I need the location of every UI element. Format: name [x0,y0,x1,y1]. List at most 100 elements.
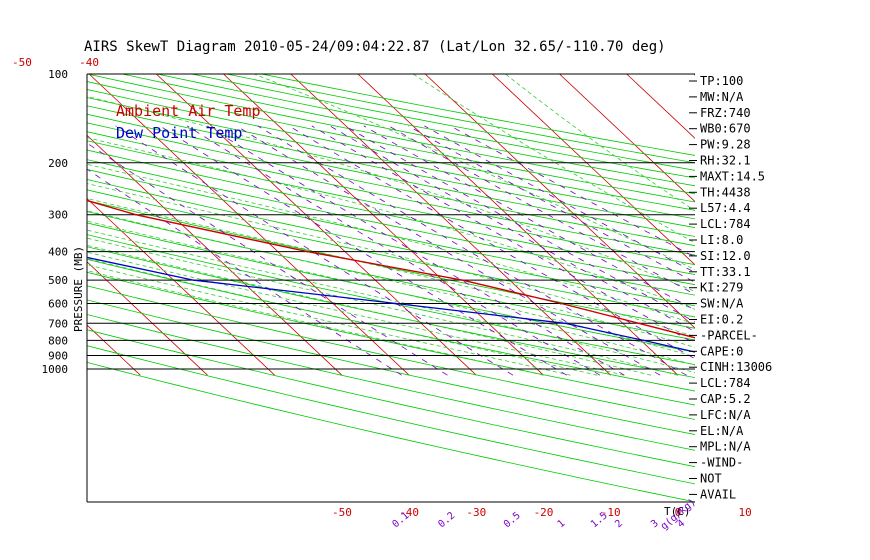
index-entry: EI:0.2 [700,313,743,327]
moist-adiabat-line [412,74,695,244]
isotherm-line [626,74,695,139]
bottom-temp-tick-label: -40 [399,506,419,519]
moist-adiabat-line [87,163,695,325]
mixing-ratio-line [206,125,625,376]
ambient-air-temp-point [560,302,563,305]
ambient-air-temp-point [306,250,309,253]
index-entry: RH:32.1 [700,154,751,168]
index-entry: -WIND- [700,456,743,470]
bottom-temp-tick-label: -30 [466,506,486,519]
pressure-tick-label: 700 [48,317,68,330]
dry-adiabat-line [157,74,695,179]
pressure-tick-label: 900 [48,350,68,363]
dry-adiabat-line [87,140,695,266]
moist-adiabat-line [87,244,652,376]
isotherm-line [559,74,695,203]
moist-adiabat-line [87,198,695,348]
bottom-temp-tick-label: -20 [534,506,554,519]
ambient-air-temp-point [55,191,57,193]
isotherm-line [761,74,870,375]
dry-adiabat-line [87,285,695,420]
dry-adiabat-line [87,329,695,468]
index-entry: KI:279 [700,281,743,295]
dry-adiabat-line [87,361,695,502]
pressure-tick-label: 100 [48,68,68,81]
index-entry: MW:N/A [700,90,744,104]
moist-adiabat-line [87,264,571,376]
dry-adiabat-line [87,189,695,318]
top-temp-tick-label: -50 [12,56,32,69]
moist-adiabat-line [87,258,598,376]
isotherm-line [87,197,275,376]
dry-adiabat-line [87,299,695,435]
index-entry: LI:8.0 [700,233,743,247]
isotherm-line [0,74,6,375]
bottom-temp-tick-label: 10 [738,506,751,519]
dry-adiabat-line [87,211,695,341]
mixing-ratio-line [288,125,695,360]
dry-adiabat-line [261,74,695,156]
index-entry: LCL:784 [700,376,751,390]
bottom-temp-tick-label: 0 [675,506,682,519]
isotherm-line [88,74,410,376]
pressure-tick-label: 400 [48,246,68,259]
dry-adiabat-line [87,81,695,203]
dew-point-temp-point [642,339,645,342]
bottom-temp-tick-label: -50 [332,506,352,519]
stability-indices-panel: TP:100 MW:N/A FRZ:740 WB0:670 PW:9.28 RH:32.1… [689,74,772,501]
ambient-air-temp-point [15,162,17,164]
index-entry: EL:N/A [700,424,744,438]
index-entry: MPL:N/A [700,440,751,454]
ambient-air-temp-point [461,279,464,282]
dry-adiabat-line [87,258,695,392]
index-entry: CAPE:0 [700,344,743,358]
legend: Ambient Air Temp Dew Point Temp [116,102,261,142]
dry-adiabat-line [87,122,695,247]
dry-adiabat-line [122,74,695,187]
dew-point-temp-point [193,279,195,282]
dry-adiabat-line [87,314,695,451]
x-axis-label: T(C) [664,505,691,518]
y-axis-label: PRESSURE (MB) [72,246,85,332]
index-entry: FRZ:740 [700,106,751,120]
legend-dew-point-temp: Dew Point Temp [116,124,242,142]
index-entry: LCL:784 [700,217,751,231]
legend-ambient-air-temp: Ambient Air Temp [116,102,261,120]
pressure-tick-label: 200 [48,157,68,170]
mixing-ratio-label: 0.5 [502,510,523,530]
index-entry: TT:33.1 [700,265,751,279]
plot-frame [86,74,695,503]
pressure-tick-label: 800 [48,334,68,347]
ambient-air-temp-point [787,353,789,355]
isotherm-line [492,74,695,266]
dew-point-temp-point [564,322,566,325]
dew-point-temp-point [395,302,397,305]
index-entry: AVAIL [700,487,736,501]
dry-adiabat-line [87,105,695,228]
dry-adiabat-line [87,168,695,296]
moist-adiabat-line [87,183,695,338]
pressure-tick-label: 500 [48,274,68,287]
bottom-temp-tick-label: -10 [601,506,621,519]
top-temp-tick-label: -40 [79,56,99,69]
index-entry: NOT [700,472,722,486]
index-entry: WB0:670 [700,122,751,136]
dry-adiabat-line [226,74,695,164]
moist-adiabat-line [87,229,695,373]
index-entry: L57:4.4 [700,201,751,215]
moist-adiabat-line [87,237,678,376]
sounding-profiles [15,162,789,355]
moist-adiabat-line [87,220,695,366]
moist-adiabat-line [254,74,695,271]
mixing-ratio-label: 1 [556,518,568,530]
dry-adiabat-line [87,89,695,211]
index-entry: SI:12.0 [700,249,751,263]
dry-adiabat-line [87,97,695,220]
isobar-lines [87,73,695,370]
index-entry: -PARCEL- [700,328,758,342]
background-grid [0,74,870,502]
index-entry: CINH:13006 [700,360,772,374]
pressure-tick-label: 1000 [42,363,69,376]
